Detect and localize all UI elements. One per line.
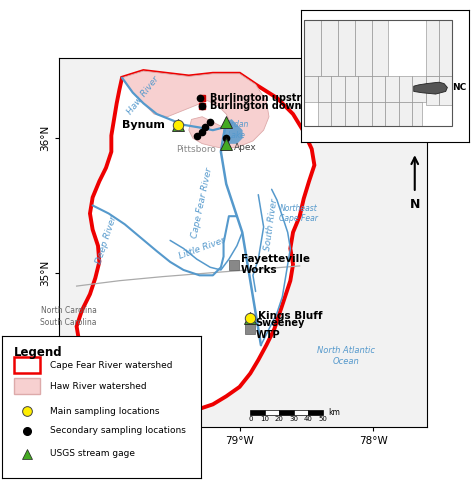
- Text: Northeast
Cape Fear: Northeast Cape Fear: [279, 204, 318, 223]
- Text: N: N: [410, 198, 420, 211]
- Bar: [318, 76, 331, 102]
- Bar: [294, 410, 309, 415]
- Text: Cape Fear River: Cape Fear River: [190, 167, 214, 239]
- Bar: [304, 20, 452, 126]
- Polygon shape: [224, 120, 242, 144]
- Text: USGS stream gage: USGS stream gage: [50, 449, 135, 458]
- FancyBboxPatch shape: [14, 378, 40, 394]
- Bar: [304, 20, 321, 76]
- Bar: [372, 20, 389, 76]
- Text: 50: 50: [319, 417, 328, 422]
- Text: Burlington upstream: Burlington upstream: [210, 93, 325, 103]
- Bar: [309, 410, 323, 415]
- Bar: [439, 76, 452, 105]
- Text: 0: 0: [248, 417, 253, 422]
- Text: Cape Fear River watershed: Cape Fear River watershed: [50, 360, 173, 370]
- Polygon shape: [77, 71, 314, 420]
- Bar: [372, 76, 385, 102]
- Bar: [265, 410, 279, 415]
- Bar: [426, 76, 439, 105]
- Bar: [345, 76, 358, 102]
- Text: Main sampling locations: Main sampling locations: [50, 407, 160, 416]
- Text: Little River: Little River: [178, 236, 227, 261]
- Bar: [279, 410, 294, 415]
- Text: km: km: [328, 408, 340, 417]
- Text: Haw River: Haw River: [126, 74, 161, 116]
- Bar: [385, 76, 399, 102]
- Bar: [412, 76, 426, 102]
- Text: North Carolina: North Carolina: [41, 306, 97, 315]
- Text: Jordan
Lake: Jordan Lake: [225, 120, 249, 140]
- Polygon shape: [414, 82, 447, 94]
- Bar: [412, 102, 422, 126]
- Bar: [355, 20, 372, 76]
- Text: 30: 30: [289, 417, 298, 422]
- Bar: [372, 102, 385, 126]
- Text: Legend: Legend: [14, 346, 63, 359]
- Bar: [399, 102, 412, 126]
- Text: Pittsboro: Pittsboro: [176, 145, 216, 154]
- Bar: [250, 410, 265, 415]
- Bar: [426, 76, 439, 102]
- Text: 20: 20: [275, 417, 284, 422]
- Text: Bynum: Bynum: [122, 120, 165, 130]
- Text: Fayetteville
Works: Fayetteville Works: [241, 254, 310, 276]
- Text: Sweeney
WTP: Sweeney WTP: [255, 318, 305, 340]
- Bar: [358, 76, 372, 102]
- Text: 40: 40: [304, 417, 313, 422]
- Bar: [331, 76, 345, 102]
- Text: Haw River watershed: Haw River watershed: [50, 382, 147, 391]
- Text: Burlington downstream: Burlington downstream: [210, 101, 340, 111]
- Text: Deep River: Deep River: [94, 215, 118, 265]
- Bar: [318, 102, 331, 126]
- FancyBboxPatch shape: [14, 357, 40, 373]
- Bar: [338, 20, 355, 76]
- Bar: [439, 20, 452, 76]
- Polygon shape: [122, 71, 269, 149]
- Bar: [331, 102, 345, 126]
- Text: Apex: Apex: [234, 143, 257, 152]
- Bar: [345, 102, 358, 126]
- Bar: [399, 76, 412, 102]
- Text: Secondary sampling locations: Secondary sampling locations: [50, 426, 186, 435]
- Bar: [321, 20, 338, 76]
- Text: North Atlantic
Ocean: North Atlantic Ocean: [318, 346, 375, 366]
- Text: South River: South River: [264, 198, 280, 251]
- Bar: [358, 102, 372, 126]
- Bar: [304, 76, 318, 102]
- Text: Kings Bluff: Kings Bluff: [258, 311, 323, 321]
- Text: South Carolina: South Carolina: [40, 318, 97, 327]
- Text: NC: NC: [452, 83, 467, 92]
- Bar: [385, 102, 399, 126]
- Bar: [426, 20, 439, 76]
- Text: 10: 10: [260, 417, 269, 422]
